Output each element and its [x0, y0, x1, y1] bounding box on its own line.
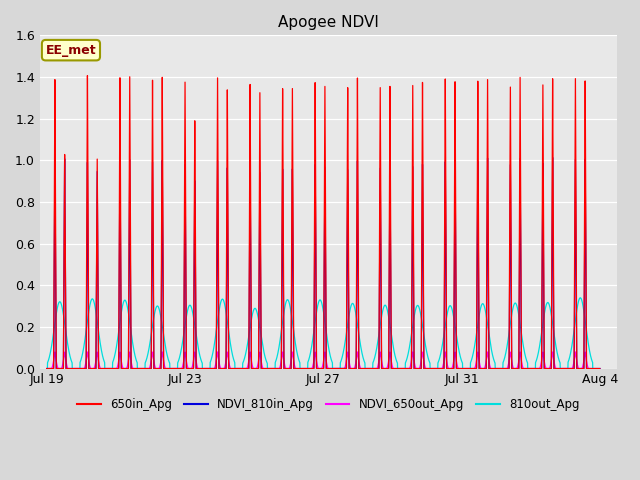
Text: EE_met: EE_met — [45, 44, 96, 57]
Title: Apogee NDVI: Apogee NDVI — [278, 15, 379, 30]
Legend: 650in_Apg, NDVI_810in_Apg, NDVI_650out_Apg, 810out_Apg: 650in_Apg, NDVI_810in_Apg, NDVI_650out_A… — [72, 394, 584, 416]
